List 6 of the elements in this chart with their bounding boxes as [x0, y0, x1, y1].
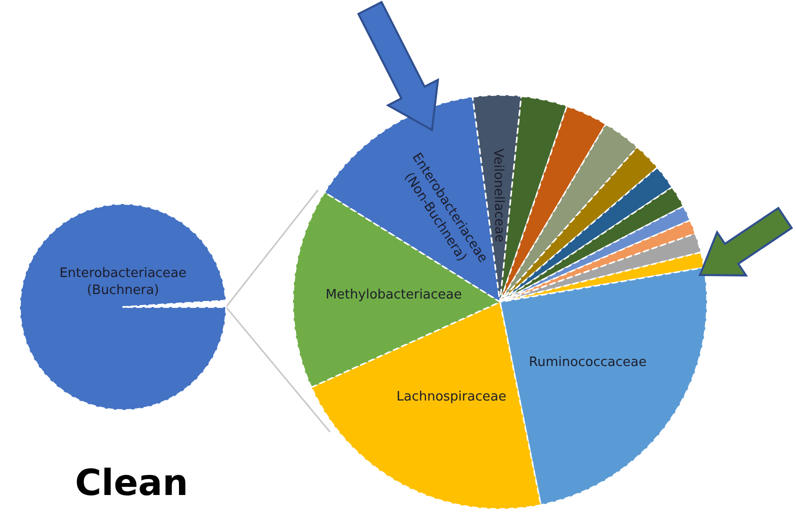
slice-label: Ruminococcaceae [528, 354, 647, 370]
slice-label: Veilonellaceae [490, 148, 507, 242]
slice-label: Enterobacteriaceae (Buchnera) [59, 266, 187, 298]
slice-label: Lachnospiraceae [396, 389, 506, 404]
text: Clean [75, 462, 188, 506]
slice-label: Methylobacteriaceae [326, 287, 462, 302]
